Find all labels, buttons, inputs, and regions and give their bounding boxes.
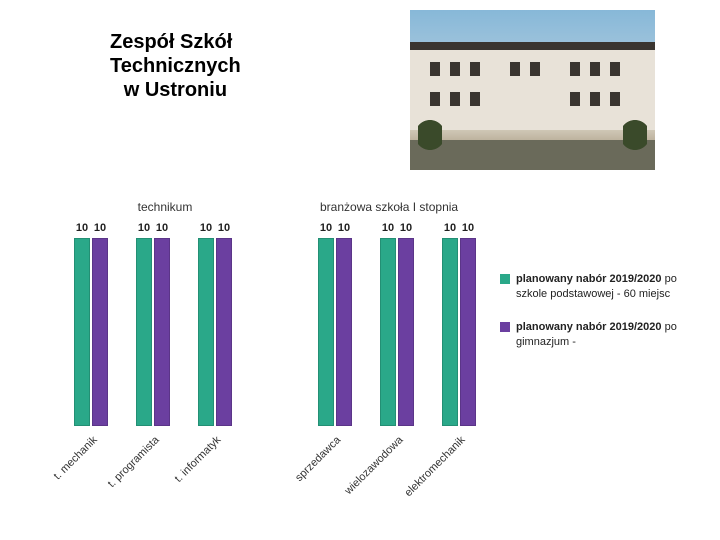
bar-chart: [60, 238, 490, 426]
value-label-group: 1010: [304, 222, 366, 234]
value-label: 10: [92, 222, 108, 234]
legend-text: planowany nabór 2019/2020 po gimnazjum -: [516, 320, 710, 350]
bar-group: [60, 238, 122, 426]
bar: [398, 238, 414, 426]
value-label: 10: [216, 222, 232, 234]
title-line: w Ustroniu: [110, 78, 241, 102]
value-label: 10: [154, 222, 170, 234]
bar: [136, 238, 152, 426]
title-line: Zespół Szkół: [110, 30, 241, 54]
value-labels-row: 101010101010101010101010: [60, 222, 490, 234]
subtitle-left: technikum: [60, 200, 270, 214]
page-title: Zespół Szkół Technicznych w Ustroniu: [110, 30, 241, 102]
category-label: t. informatyk: [184, 430, 246, 530]
bar-group: [304, 238, 366, 426]
legend-swatch: [500, 274, 510, 284]
bar: [336, 238, 352, 426]
legend: planowany nabór 2019/2020 po szkole pods…: [500, 272, 710, 367]
value-label: 10: [74, 222, 90, 234]
bar: [460, 238, 476, 426]
bar: [442, 238, 458, 426]
category-labels-row: t. mechanikt. programistat. informatyksp…: [60, 430, 490, 530]
value-label: 10: [380, 222, 396, 234]
bar-group: [366, 238, 428, 426]
bar: [380, 238, 396, 426]
value-label-group: 1010: [184, 222, 246, 234]
bar-group: [122, 238, 184, 426]
bar-group: [428, 238, 490, 426]
value-label: 10: [136, 222, 152, 234]
legend-item: planowany nabór 2019/2020 po gimnazjum -: [500, 320, 710, 350]
bar: [318, 238, 334, 426]
bar: [92, 238, 108, 426]
subtitle-row: technikum branżowa szkoła I stopnia: [60, 200, 490, 214]
value-label: 10: [460, 222, 476, 234]
category-label: t. programista: [122, 430, 184, 530]
bar: [216, 238, 232, 426]
value-label: 10: [318, 222, 334, 234]
category-label: elektromechanik: [428, 430, 490, 530]
value-label-group: 1010: [60, 222, 122, 234]
value-label: 10: [442, 222, 458, 234]
legend-item: planowany nabór 2019/2020 po szkole pods…: [500, 272, 710, 302]
value-label: 10: [198, 222, 214, 234]
value-label-group: 1010: [366, 222, 428, 234]
value-label-group: 1010: [428, 222, 490, 234]
bar: [154, 238, 170, 426]
school-photo: [410, 10, 655, 170]
title-line: Technicznych: [110, 54, 241, 78]
bar-group: [184, 238, 246, 426]
subtitle-right: branżowa szkoła I stopnia: [310, 200, 490, 214]
legend-swatch: [500, 322, 510, 332]
value-label-group: 1010: [122, 222, 184, 234]
value-label: 10: [336, 222, 352, 234]
bar: [198, 238, 214, 426]
value-label: 10: [398, 222, 414, 234]
bar: [74, 238, 90, 426]
legend-text: planowany nabór 2019/2020 po szkole pods…: [516, 272, 710, 302]
